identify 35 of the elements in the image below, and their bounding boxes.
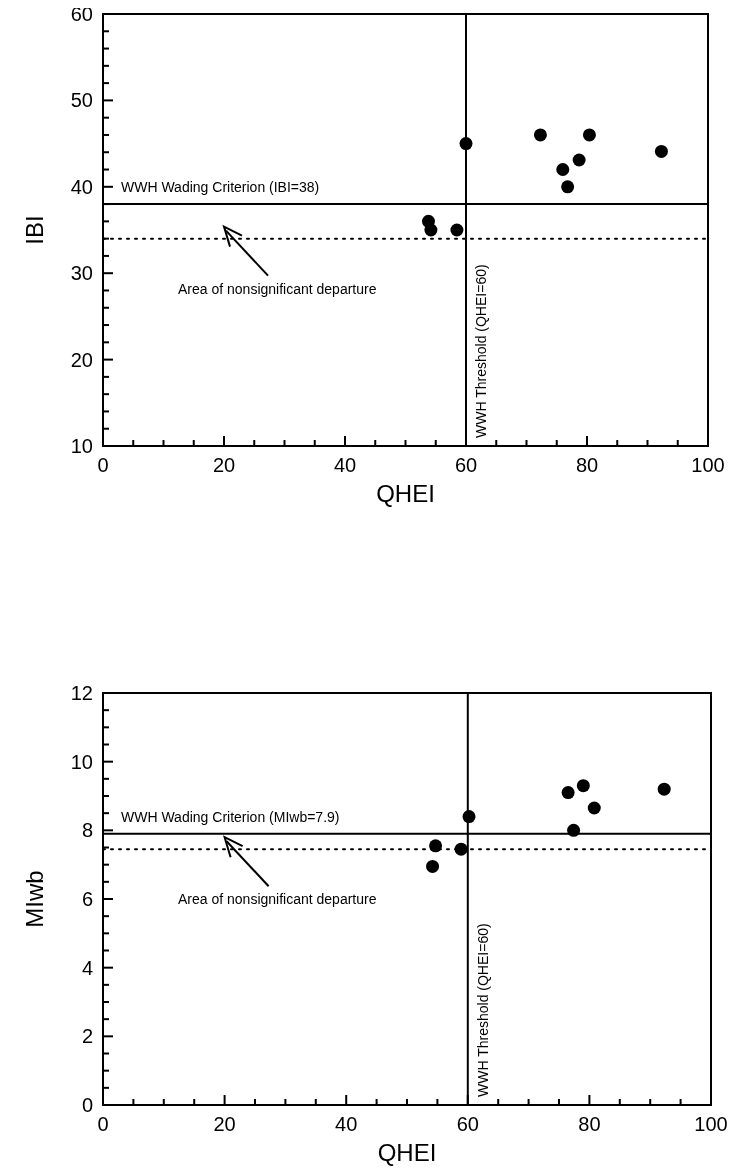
y-tick-label: 20 [70, 348, 93, 371]
ref-line-label: WWH Threshold (QHEI=60) [474, 923, 491, 1097]
x-tick-label: 60 [456, 1113, 479, 1135]
y-tick-label: 50 [70, 89, 93, 112]
y-axis-title: IBI [21, 215, 48, 245]
y-tick-label: 2 [81, 1025, 93, 1048]
x-tick-label: 100 [694, 1113, 728, 1135]
annotation: Area of nonsignificant departure [178, 280, 377, 297]
x-tick-label: 60 [454, 454, 478, 476]
y-tick-label: 10 [70, 750, 93, 773]
y-tick-label: 10 [70, 435, 93, 457]
x-tick-label: 80 [578, 1113, 601, 1135]
y-tick-label: 60 [70, 3, 93, 25]
x-tick-label: 100 [691, 454, 725, 476]
x-tick-label: 40 [333, 454, 357, 476]
ref-line-label: WWH Wading Criterion (IBI=38) [121, 179, 320, 196]
y-tick-label: 40 [70, 175, 93, 198]
y-tick-label: 30 [70, 262, 93, 285]
x-tick-label: 40 [335, 1113, 358, 1135]
y-tick-label: 4 [81, 956, 93, 979]
y-axis-title: MIwb [21, 870, 48, 928]
x-tick-label: 0 [97, 1113, 109, 1135]
x-tick-label: 20 [213, 1113, 236, 1135]
x-tick-label: 0 [97, 454, 109, 476]
y-tick-label: 0 [81, 1094, 93, 1116]
x-axis-title: QHEI [376, 480, 435, 507]
x-tick-label: 80 [575, 454, 599, 476]
x-tick-label: 20 [212, 454, 236, 476]
ref-line-label: WWH Wading Criterion (MIwb=7.9) [121, 808, 340, 825]
y-tick-label: 6 [81, 888, 93, 910]
ref-line-label: WWH Threshold (QHEI=60) [473, 264, 489, 438]
x-axis-title: QHEI [377, 1139, 437, 1166]
y-tick-label: 8 [81, 819, 93, 842]
annotation: Area of nonsignificant departure [178, 891, 377, 908]
y-tick-label: 12 [70, 682, 93, 704]
